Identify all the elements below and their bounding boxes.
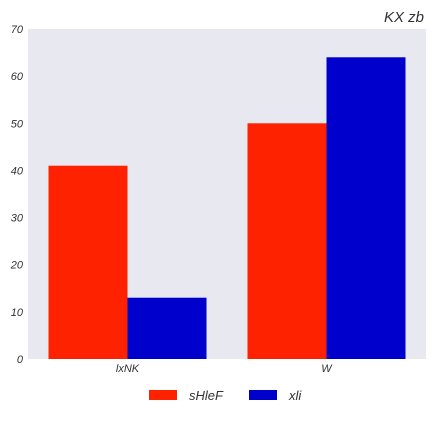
y-tick-label: 40 <box>11 165 24 177</box>
legend-swatch <box>249 390 277 400</box>
legend-swatch <box>149 390 177 400</box>
x-tick-label: lxNK <box>116 363 140 375</box>
legend-label: sHleF <box>189 388 224 403</box>
y-tick-label: 70 <box>11 24 24 36</box>
y-tick-label: 30 <box>11 213 24 225</box>
x-axis: lxNK W <box>116 363 333 375</box>
bar-xli-lxNK <box>127 297 207 359</box>
legend-label: xli <box>288 388 302 403</box>
y-tick-label: 20 <box>10 260 24 272</box>
y-axis: 0 10 20 30 40 50 60 70 <box>10 24 24 366</box>
bar-sHleF-lxNK <box>48 165 128 359</box>
y-tick-label: 0 <box>17 354 24 366</box>
bar-xli-W <box>326 57 406 360</box>
y-tick-label: 50 <box>11 118 24 130</box>
chart-title: KX zb <box>384 9 424 26</box>
bar-sHleF-W <box>247 123 327 360</box>
y-tick-label: 60 <box>11 71 24 83</box>
y-tick-label: 10 <box>11 307 24 319</box>
legend: sHleF xli <box>149 388 302 403</box>
bars-layer <box>48 57 406 360</box>
x-tick-label: W <box>321 363 333 375</box>
